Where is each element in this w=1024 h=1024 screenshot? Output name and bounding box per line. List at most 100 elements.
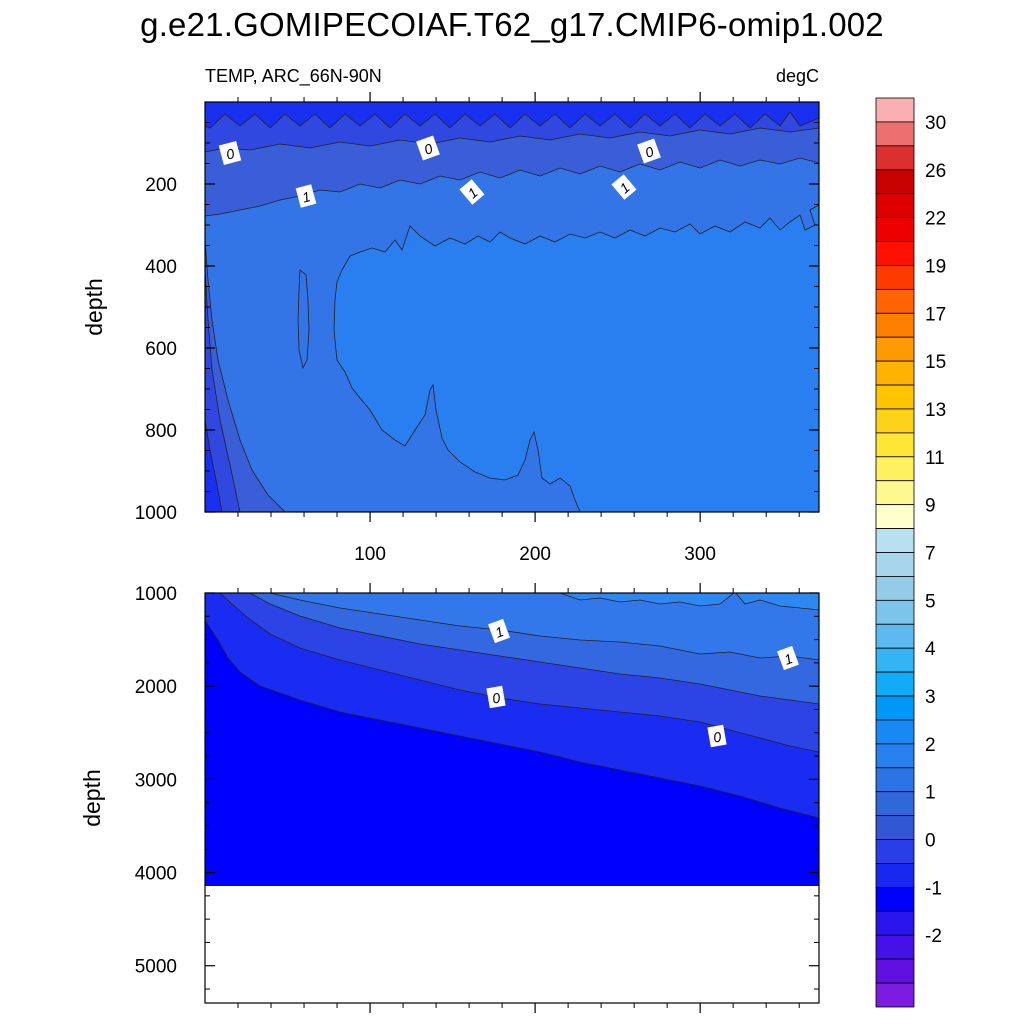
figure-title: g.e21.GOMIPECOIAF.T62_g17.CMIP6-omip1.00… — [140, 6, 884, 43]
y-tick-label: 1000 — [135, 584, 177, 605]
colorbar-label: 22 — [925, 209, 946, 230]
colorbar-label: 4 — [925, 639, 936, 660]
colorbar-swatch — [875, 934, 915, 960]
colorbar-swatch — [875, 193, 915, 219]
x-tick-label: 100 — [354, 544, 386, 565]
colorbar-swatch — [875, 599, 915, 625]
y-tick-label: 2000 — [135, 677, 177, 698]
colorbar-swatch — [875, 360, 915, 386]
band-top-neg1to0 — [205, 102, 819, 512]
colorbar-label: 26 — [925, 161, 946, 182]
colorbar-swatch — [875, 719, 915, 745]
colorbar-labels: 30 26 22 19 17 15 13 11 9 7 5 4 3 2 1 0 -1 -2 — [925, 113, 946, 947]
y-tick-label: 800 — [145, 421, 177, 442]
colorbar-swatch — [875, 480, 915, 506]
bottom-panel: 1000 2000 3000 4000 5000 — [135, 583, 820, 1013]
band-top-1to2 — [205, 102, 819, 512]
colorbar-swatch — [875, 384, 915, 410]
top-panel-fill — [205, 102, 819, 512]
colorbar-swatch — [875, 169, 915, 195]
y-tick-label: 3000 — [135, 770, 177, 791]
colorbar-swatch — [875, 695, 915, 721]
band-bottom-warm — [559, 593, 819, 611]
colorbar-swatch — [875, 815, 915, 840]
contour-label-box — [486, 685, 506, 709]
band-top-surface — [205, 102, 819, 129]
colorbar-label: 30 — [925, 113, 946, 134]
colorbar — [875, 97, 915, 1008]
colorbar-swatch — [875, 528, 915, 553]
colorbar-swatch — [875, 767, 915, 793]
contour-label-box — [777, 645, 799, 671]
contour-label-box — [611, 174, 637, 200]
contour-label-box — [488, 618, 510, 644]
bottom-panel-fill — [205, 593, 819, 886]
y-tick-label: 5000 — [135, 957, 177, 978]
bottom-contour-labels: 1 1 0 0 — [486, 618, 799, 748]
colorbar-label: 5 — [925, 591, 936, 612]
colorbar-swatch — [875, 839, 915, 864]
colorbar-label: -2 — [925, 926, 942, 947]
top-y-axis-title: depth — [81, 278, 107, 336]
colorbar-label: 13 — [925, 400, 946, 421]
colorbar-swatch — [875, 910, 915, 936]
bottom-y-axis-title: depth — [79, 769, 105, 827]
colorbar-swatch — [875, 145, 915, 171]
colorbar-label: 1 — [925, 783, 936, 804]
colorbar-swatch — [875, 121, 915, 147]
colorbar-label: 0 — [925, 831, 936, 852]
colorbar-swatch — [875, 576, 915, 601]
contour-label: 0 — [712, 728, 723, 745]
y-tick-label: 600 — [145, 339, 177, 360]
panel-units-label: degC — [776, 66, 819, 86]
colorbar-swatch — [875, 743, 915, 769]
colorbar-swatch — [875, 791, 915, 817]
colorbar-swatch — [875, 552, 915, 577]
colorbar-swatch — [875, 288, 915, 314]
colorbar-label: 11 — [925, 448, 945, 469]
contour-label-box — [295, 184, 317, 208]
y-tick-label: 400 — [145, 257, 177, 278]
colorbar-swatch — [875, 671, 915, 697]
colorbar-swatch — [875, 336, 915, 362]
top-axis-ticks: 200 400 600 800 1000 100 200 300 — [135, 92, 819, 565]
colorbar-label: -1 — [925, 878, 942, 899]
colorbar-swatch — [875, 647, 915, 673]
band-top-cold-wedge — [205, 419, 223, 512]
top-panel: 200 400 600 800 1000 100 200 300 — [135, 92, 820, 565]
colorbar-label: 17 — [925, 304, 946, 325]
y-tick-label: 4000 — [135, 864, 177, 885]
colorbar-swatch — [875, 504, 915, 529]
colorbar-swatch — [875, 432, 915, 458]
colorbar-label: 2 — [925, 735, 936, 756]
colorbar-swatch — [875, 408, 915, 434]
x-tick-label: 300 — [684, 544, 716, 565]
colorbar-label: 7 — [925, 544, 936, 565]
bottom-axis-ticks: 1000 2000 3000 4000 5000 — [135, 583, 819, 1013]
contour-label-box — [637, 138, 661, 164]
bottom-panel-frame — [204, 592, 820, 1004]
contour-label: 0 — [491, 689, 502, 706]
colorbar-label: 19 — [925, 256, 946, 277]
x-tick-label: 200 — [519, 544, 551, 565]
colorbar-swatch — [875, 982, 915, 1008]
colorbar-swatch — [875, 456, 915, 482]
colorbar-swatch — [875, 958, 915, 984]
contour-label-box — [707, 724, 727, 748]
colorbar-swatch — [875, 863, 915, 888]
colorbar-label: 15 — [925, 352, 946, 373]
y-tick-label: 200 — [145, 175, 177, 196]
colorbar-swatch — [875, 312, 915, 338]
y-tick-label: 1000 — [135, 503, 177, 524]
colorbar-swatch — [875, 265, 915, 290]
panel-left-label: TEMP, ARC_66N-90N — [205, 66, 382, 87]
colorbar-label: 3 — [925, 687, 936, 708]
bottom-missing-data — [205, 886, 819, 1003]
band-top-1to2-tongue — [297, 269, 310, 370]
colorbar-label: 9 — [925, 496, 936, 517]
contour-label-box — [459, 179, 485, 205]
contour-label: 1 — [300, 188, 312, 205]
colorbar-swatch — [875, 886, 915, 912]
contour-label: 0 — [224, 145, 236, 163]
